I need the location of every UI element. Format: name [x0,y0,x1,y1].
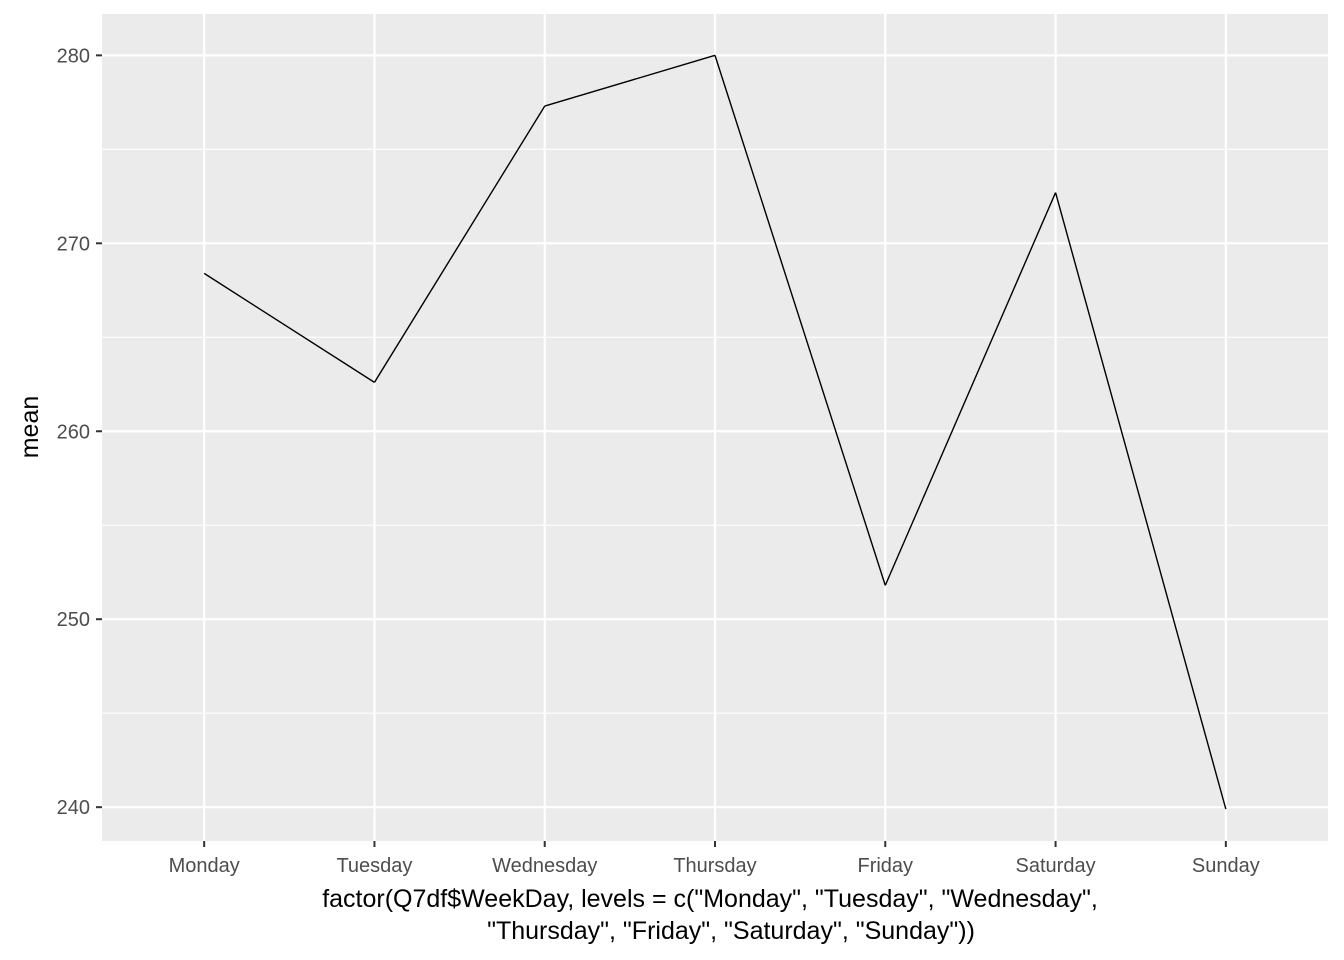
line-segment-tuesday-wednesday [373,105,546,383]
x-tick-label-monday: Monday [169,855,240,877]
y-tick-label: 240 [57,797,90,819]
y-axis: 240 250 260 270 280 [57,45,102,819]
x-tick-label-tuesday: Tuesday [336,855,412,877]
y-tick-label: 260 [57,421,90,443]
grid-major [102,14,1328,841]
x-axis-title-line-2: "Thursday", "Friday", "Saturday", "Sunda… [487,917,975,945]
x-axis: Monday Tuesday Wednesday Thursday Friday Satu… [169,841,1260,877]
line-segment-monday-tuesday [203,272,375,383]
y-tick-label: 270 [57,233,90,255]
line-segment-wednesday-thursday [544,54,716,107]
x-tick-label-sunday: Sunday [1192,855,1260,877]
x-tick-label-wednesday: Wednesday [492,855,597,877]
y-tick-label: 280 [57,45,90,67]
x-axis-title-line-1: factor(Q7df$WeekDay, levels = c("Monday"… [322,885,1098,913]
data-line-layer [203,54,1227,810]
y-axis-title: mean [16,396,44,459]
y-tick-label: 250 [57,609,90,631]
x-tick-label-friday: Friday [857,855,913,877]
line-segment-saturday-sunday [1054,192,1227,810]
x-tick-label-thursday: Thursday [673,855,756,877]
x-tick-label-saturday: Saturday [1016,855,1096,877]
line-segment-thursday-friday [714,55,886,586]
line-segment-friday-saturday [884,192,1057,586]
